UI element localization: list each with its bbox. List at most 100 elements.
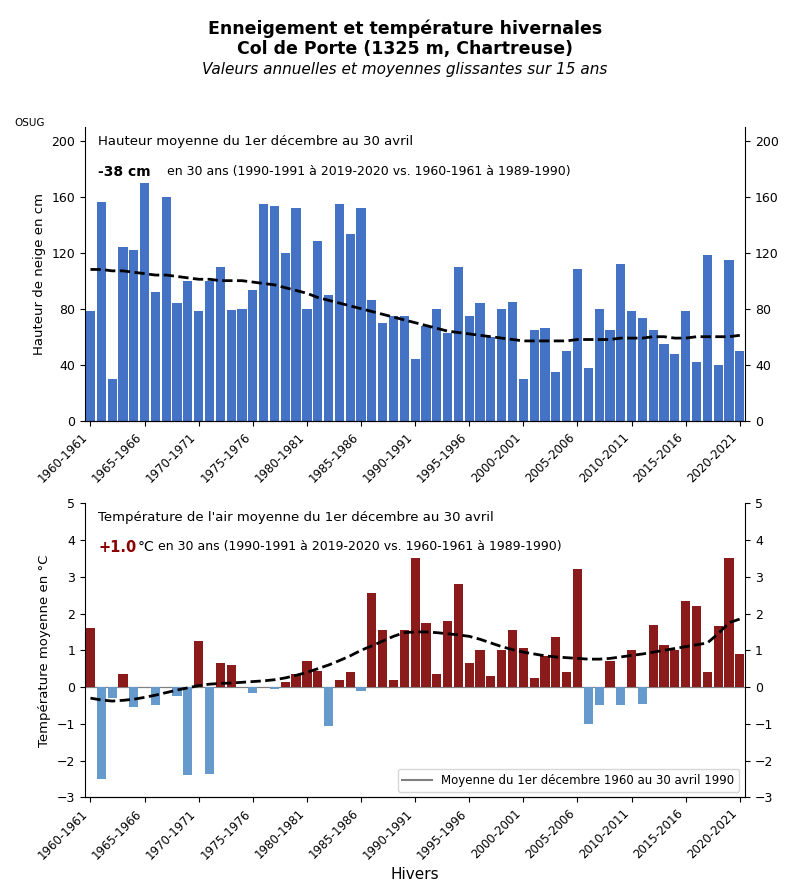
- Bar: [659, 645, 668, 687]
- Bar: [270, 207, 279, 421]
- Bar: [486, 337, 496, 421]
- Bar: [714, 626, 723, 687]
- Text: Hauteur moyenne du 1er décembre au 30 avril: Hauteur moyenne du 1er décembre au 30 av…: [98, 135, 413, 148]
- Bar: [540, 656, 550, 687]
- Bar: [443, 621, 452, 687]
- Bar: [194, 312, 203, 421]
- Bar: [681, 312, 690, 421]
- Bar: [129, 249, 139, 421]
- Text: OSUG: OSUG: [15, 118, 45, 127]
- Bar: [108, 687, 117, 699]
- Bar: [248, 687, 258, 692]
- Text: Valeurs annuelles et moyennes glissantes sur 15 ans: Valeurs annuelles et moyennes glissantes…: [202, 62, 608, 78]
- Bar: [670, 354, 680, 421]
- Text: en 30 ans (1990-1991 à 2019-2020 vs. 1960-1961 à 1989-1990): en 30 ans (1990-1991 à 2019-2020 vs. 196…: [163, 165, 570, 178]
- Bar: [703, 673, 712, 687]
- Bar: [649, 330, 658, 421]
- Bar: [389, 680, 398, 687]
- Bar: [433, 308, 441, 421]
- Bar: [378, 323, 387, 421]
- Bar: [183, 687, 193, 775]
- Bar: [714, 364, 723, 421]
- Bar: [313, 671, 322, 687]
- Bar: [659, 344, 668, 421]
- Bar: [530, 330, 539, 421]
- Bar: [552, 372, 561, 421]
- Bar: [205, 687, 214, 773]
- Bar: [292, 208, 301, 421]
- Bar: [562, 673, 571, 687]
- Text: °C: °C: [138, 540, 155, 554]
- Bar: [584, 687, 593, 723]
- Bar: [118, 674, 127, 687]
- Bar: [637, 318, 647, 421]
- Bar: [562, 351, 571, 421]
- Bar: [692, 606, 701, 687]
- Bar: [324, 687, 333, 725]
- Bar: [227, 310, 236, 421]
- Bar: [108, 379, 117, 421]
- Text: +1.0: +1.0: [98, 540, 137, 555]
- Bar: [335, 203, 344, 421]
- Bar: [292, 674, 301, 687]
- Bar: [584, 368, 593, 421]
- Bar: [367, 593, 377, 687]
- Bar: [302, 661, 312, 687]
- Bar: [399, 315, 409, 421]
- Bar: [183, 281, 193, 421]
- Bar: [465, 663, 474, 687]
- Bar: [454, 266, 463, 421]
- Bar: [237, 308, 246, 421]
- Bar: [573, 569, 582, 687]
- Bar: [637, 687, 647, 704]
- Bar: [411, 359, 420, 421]
- Text: en 30 ans (1990-1991 à 2019-2020 vs. 1960-1961 à 1989-1990): en 30 ans (1990-1991 à 2019-2020 vs. 196…: [155, 540, 562, 553]
- Bar: [378, 630, 387, 687]
- Bar: [433, 674, 441, 687]
- Bar: [280, 682, 290, 687]
- Bar: [605, 330, 615, 421]
- Bar: [421, 325, 431, 421]
- Bar: [454, 584, 463, 687]
- Bar: [129, 687, 139, 707]
- Legend: Moyenne du 1er décembre 1960 au 30 avril 1990: Moyenne du 1er décembre 1960 au 30 avril…: [398, 769, 740, 791]
- Bar: [270, 687, 279, 689]
- Bar: [703, 256, 712, 421]
- Bar: [86, 312, 95, 421]
- Bar: [259, 203, 268, 421]
- Bar: [616, 687, 625, 706]
- Bar: [313, 241, 322, 421]
- Bar: [552, 637, 561, 687]
- Bar: [595, 687, 603, 706]
- Text: Col de Porte (1325 m, Chartreuse): Col de Porte (1325 m, Chartreuse): [237, 40, 573, 58]
- Bar: [346, 234, 355, 421]
- Bar: [465, 315, 474, 421]
- Bar: [151, 292, 160, 421]
- Y-axis label: Température moyenne en °C: Température moyenne en °C: [38, 554, 51, 747]
- Bar: [411, 559, 420, 687]
- Bar: [215, 266, 225, 421]
- Bar: [627, 312, 636, 421]
- Bar: [508, 302, 517, 421]
- Bar: [605, 661, 615, 687]
- Bar: [681, 601, 690, 687]
- Bar: [194, 642, 203, 687]
- Bar: [649, 625, 658, 687]
- X-axis label: Hivers: Hivers: [390, 867, 440, 882]
- Bar: [86, 628, 95, 687]
- Bar: [421, 623, 431, 687]
- Bar: [96, 202, 106, 421]
- Bar: [173, 303, 181, 421]
- Bar: [205, 281, 214, 421]
- Bar: [335, 680, 344, 687]
- Bar: [670, 650, 680, 687]
- Bar: [497, 308, 506, 421]
- Bar: [96, 687, 106, 779]
- Bar: [627, 650, 636, 687]
- Bar: [497, 650, 506, 687]
- Bar: [443, 332, 452, 421]
- Bar: [356, 687, 365, 691]
- Bar: [399, 630, 409, 687]
- Bar: [692, 362, 701, 421]
- Bar: [724, 559, 734, 687]
